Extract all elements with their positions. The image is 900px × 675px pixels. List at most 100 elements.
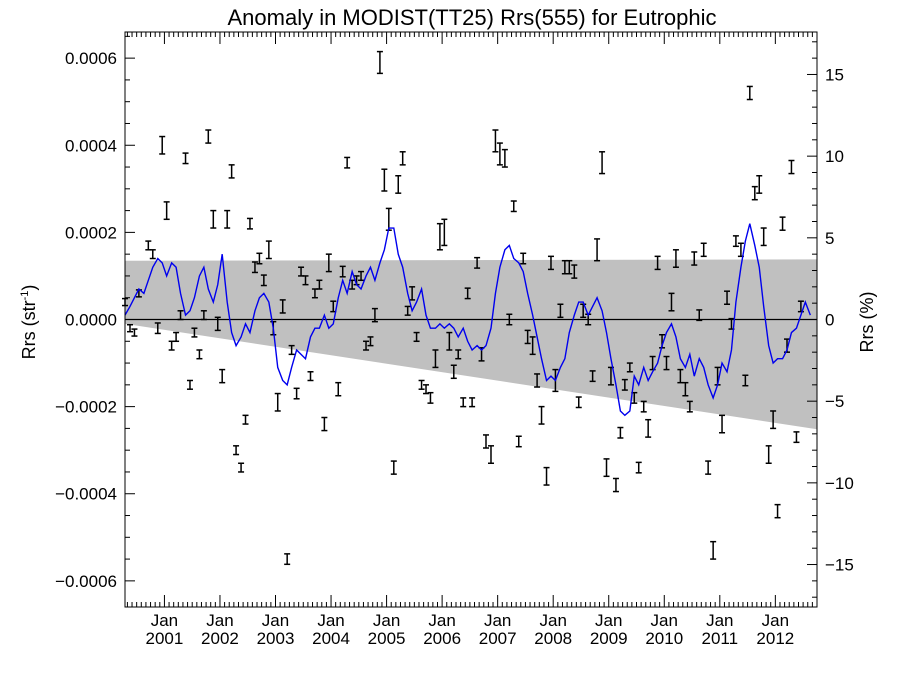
anomaly-errorbar bbox=[173, 331, 180, 343]
anomaly-errorbar bbox=[418, 379, 425, 390]
x-tick-label-year: 2010 bbox=[645, 629, 683, 648]
anomaly-errorbar bbox=[186, 379, 193, 390]
anomaly-errorbar bbox=[460, 397, 467, 408]
anomaly-errorbar bbox=[196, 349, 203, 360]
anomaly-errorbar bbox=[575, 396, 582, 409]
anomaly-errorbar bbox=[210, 209, 217, 229]
anomaly-errorbar bbox=[797, 300, 804, 313]
anomaly-errorbar bbox=[145, 240, 152, 251]
anomaly-errorbar bbox=[682, 381, 689, 397]
anomaly-errorbar bbox=[423, 384, 430, 395]
anomaly-errorbar bbox=[474, 256, 481, 269]
y-tick-label-left: 0.0004 bbox=[65, 136, 117, 155]
x-tick-label-month: Jan bbox=[706, 611, 733, 630]
anomaly-errorbar bbox=[413, 331, 420, 343]
anomaly-errorbar bbox=[395, 175, 402, 194]
anomaly-errorbar bbox=[404, 305, 411, 316]
anomaly-errorbar bbox=[233, 445, 240, 456]
anomaly-errorbar bbox=[159, 135, 166, 155]
y-tick-label-left: −0.0004 bbox=[55, 485, 117, 504]
y-tick-label-left: 0.0000 bbox=[65, 311, 117, 330]
anomaly-errorbar bbox=[543, 466, 550, 486]
anomaly-errorbar bbox=[770, 410, 777, 430]
confidence-band bbox=[125, 259, 817, 430]
x-tick-label-month: Jan bbox=[484, 611, 511, 630]
anomaly-errorbar bbox=[224, 209, 231, 229]
anomaly-errorbar bbox=[506, 313, 513, 326]
anomaly-errorbar bbox=[260, 274, 267, 287]
anomaly-errorbar bbox=[126, 323, 133, 333]
anomaly-errorbar bbox=[566, 259, 573, 275]
anomaly-errorbar bbox=[617, 426, 624, 439]
anomaly-errorbar bbox=[672, 249, 679, 268]
anomaly-errorbar bbox=[705, 460, 712, 475]
chart-title: Anomaly in MODIST(TT25) Rrs(555) for Eut… bbox=[227, 5, 716, 30]
anomaly-errorbar bbox=[788, 159, 795, 175]
anomaly-errorbar bbox=[177, 310, 184, 321]
anomaly-errorbar bbox=[284, 553, 291, 566]
anomaly-errorbar bbox=[214, 316, 221, 332]
anomaly-errorbar bbox=[635, 461, 642, 474]
anomaly-errorbar bbox=[710, 540, 717, 560]
y-tick-label-right: −15 bbox=[825, 556, 854, 575]
anomaly-errorbar bbox=[691, 251, 698, 266]
anomaly-errorbar bbox=[793, 431, 800, 444]
x-tick-label-month: Jan bbox=[762, 611, 789, 630]
anomaly-errorbar bbox=[557, 303, 564, 319]
anomaly-errorbar bbox=[219, 368, 226, 384]
y-axis-right-label: Rrs (%) bbox=[857, 292, 877, 353]
anomaly-errorbar bbox=[496, 142, 503, 166]
anomaly-errorbar bbox=[538, 405, 545, 425]
anomaly-errorbar bbox=[774, 503, 781, 519]
anomaly-errorbar bbox=[534, 373, 541, 388]
anomaly-errorbar bbox=[529, 336, 536, 356]
anomaly-errorbar bbox=[663, 355, 670, 371]
y-tick-label-right: 5 bbox=[825, 229, 834, 248]
anomaly-errorbar bbox=[238, 462, 245, 473]
anomaly-errorbar bbox=[520, 252, 527, 265]
anomaly-errorbar bbox=[580, 303, 587, 319]
x-tick-label-year: 2011 bbox=[702, 629, 739, 648]
anomaly-errorbar bbox=[732, 235, 739, 248]
y-tick-label-right: 0 bbox=[825, 311, 834, 330]
anomaly-errorbar bbox=[696, 309, 703, 322]
anomaly-errorbar bbox=[265, 240, 272, 260]
x-tick-label-year: 2004 bbox=[312, 629, 350, 648]
anomaly-errorbar bbox=[746, 85, 753, 101]
anomaly-errorbar bbox=[686, 400, 693, 413]
anomaly-errorbar bbox=[626, 362, 633, 373]
anomaly-errorbar bbox=[274, 392, 281, 412]
y-tick-label-right: −5 bbox=[825, 392, 844, 411]
x-tick-label-year: 2006 bbox=[423, 629, 461, 648]
anomaly-errorbar bbox=[390, 460, 397, 475]
y-tick-label-left: 0.0006 bbox=[65, 49, 117, 68]
x-tick-label-year: 2003 bbox=[257, 629, 295, 648]
anomaly-errorbar bbox=[335, 381, 342, 397]
anomaly-errorbar bbox=[228, 164, 235, 179]
y-tick-label-left: −0.0006 bbox=[55, 572, 117, 591]
anomaly-errorbar bbox=[293, 387, 300, 400]
y-tick-label-left: 0.0002 bbox=[65, 223, 117, 242]
y-axis-left-label: Rrs (str-1) bbox=[19, 285, 39, 360]
anomaly-errorbar bbox=[450, 364, 457, 380]
anomaly-errorbar bbox=[760, 227, 767, 247]
anomaly-errorbar bbox=[599, 151, 606, 175]
x-tick-label-year: 2008 bbox=[534, 629, 572, 648]
anomaly-errorbar bbox=[441, 218, 448, 247]
anomaly-errorbar bbox=[482, 434, 489, 449]
anomaly-errorbar bbox=[487, 445, 494, 464]
anomaly-errorbar bbox=[376, 50, 383, 75]
y-tick-label-right: 10 bbox=[825, 147, 844, 166]
anomaly-errorbar bbox=[501, 148, 508, 168]
anomaly-errorbar bbox=[191, 327, 198, 338]
anomaly-errorbar bbox=[742, 374, 749, 387]
anomaly-errorbar bbox=[385, 207, 392, 231]
y-tick-label-right: −10 bbox=[825, 474, 854, 493]
anomaly-errorbar bbox=[399, 151, 406, 166]
anomaly-errorbar bbox=[645, 418, 652, 438]
anomaly-errorbar bbox=[149, 249, 156, 260]
anomaly-errorbar bbox=[168, 340, 175, 351]
anomaly-errorbar bbox=[246, 217, 253, 230]
anomaly-errorbar bbox=[751, 185, 758, 201]
